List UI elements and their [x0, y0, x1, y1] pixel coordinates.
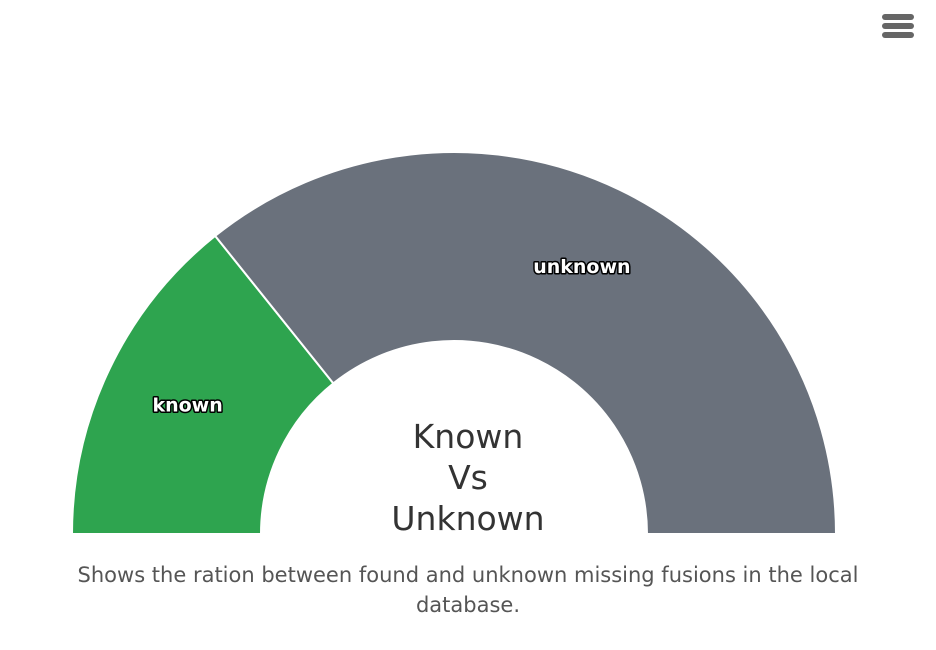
chart-menu-button[interactable] [874, 6, 922, 46]
chart-title-line: Vs [448, 458, 488, 497]
hamburger-menu-icon [882, 14, 914, 38]
data-label-known: known [152, 395, 222, 417]
pie-slice-unknown[interactable] [213, 151, 838, 535]
chart-title-line: Known [412, 417, 524, 456]
pie-slice-known[interactable] [70, 234, 335, 535]
chart-caption: Shows the ration between found and unkno… [77, 563, 859, 617]
data-label-unknown: unknown [533, 256, 630, 278]
chart-title-line: Unknown [391, 499, 545, 538]
chart-title: Known Vs Unknown [318, 416, 618, 539]
